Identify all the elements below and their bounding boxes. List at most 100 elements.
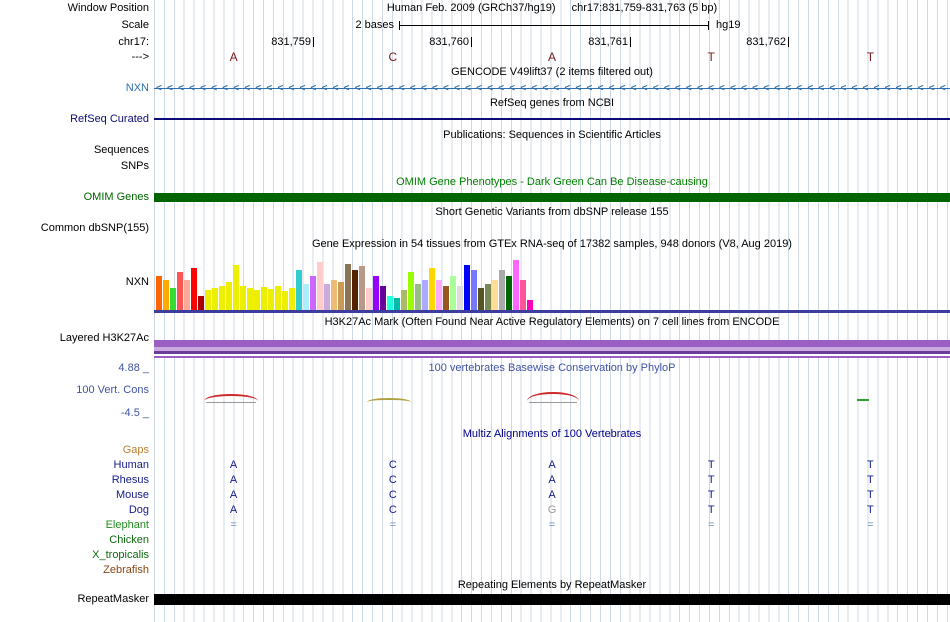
gtex-tissue-bar[interactable] [408,272,414,310]
gtex-tissue-bar[interactable] [275,286,281,310]
gtex-tissue-bar[interactable] [212,288,218,310]
gtex-tissue-bar[interactable] [464,265,470,310]
gtex-tissue-bar[interactable] [520,280,526,310]
scale-row: Scale 2 bases hg19 [0,17,950,34]
chrom-label: chr17: [118,36,149,48]
gtex-tissue-bar[interactable] [352,270,358,310]
common-dbsnp-label[interactable]: Common dbSNP(155) [40,222,149,234]
gtex-tissue-bar[interactable] [268,289,274,310]
spacer-label [0,96,154,111]
gtex-tissue-bar[interactable] [310,276,316,310]
species-label[interactable]: Human [113,459,149,471]
conservation-track-title[interactable]: 100 vertebrates Basewise Conservation by… [428,362,676,374]
gtex-tissue-bar[interactable] [254,290,260,310]
gtex-gene-label[interactable]: NXN [125,276,149,288]
gtex-tissue-bar[interactable] [513,260,519,310]
gencode-gene-label[interactable]: NXN [125,82,149,94]
gtex-tissue-bar[interactable] [331,280,337,310]
scale-value: 2 bases [355,19,394,31]
gtex-tissue-bar[interactable] [261,287,267,310]
gtex-tissue-bar[interactable] [380,286,386,310]
gtex-tissue-bar[interactable] [436,280,442,310]
gtex-tissue-bar[interactable] [457,286,463,310]
gtex-tissue-bar[interactable] [198,296,204,310]
h3k27ac-label[interactable]: Layered H3K27Ac [59,332,149,344]
publications-track-title[interactable]: Publications: Sequences in Scientific Ar… [443,129,661,141]
conservation-track[interactable] [154,376,950,425]
gtex-tissue-bar[interactable] [492,280,498,310]
species-label[interactable]: Dog [128,504,149,516]
refseq-curated-label[interactable]: RefSeq Curated [70,113,149,125]
gtex-tissue-bar[interactable] [387,296,393,310]
gtex-tissue-bar[interactable] [184,280,190,310]
omim-track[interactable] [154,190,950,205]
multiz-track-title[interactable]: Multiz Alignments of 100 Vertebrates [462,428,642,440]
gtex-tissue-bar[interactable] [359,266,365,310]
gtex-tissue-bar[interactable] [429,268,435,310]
gtex-tissue-bar[interactable] [163,280,169,310]
repeatmasker-track-title[interactable]: Repeating Elements by RepeatMasker [457,579,647,591]
conservation-track-label[interactable]: 100 Vert. Cons [76,384,149,396]
gtex-tissue-bar[interactable] [219,286,225,310]
species-label[interactable]: Mouse [115,489,149,501]
omim-genes-row: OMIM Genes [0,190,950,205]
gtex-tissue-bar[interactable] [226,282,232,310]
gencode-track[interactable]: <<<<<<<<<<<<<<<<<<<<<<<<<<<<<<<<<<<<<<<<… [154,80,950,96]
gtex-tissue-bar[interactable] [485,284,491,310]
omim-track-title[interactable]: OMIM Gene Phenotypes - Dark Green Can Be… [396,176,708,188]
gtex-tissue-bar[interactable] [191,268,197,310]
gtex-tissue-bar[interactable] [422,280,428,310]
species-label[interactable]: Rhesus [111,474,149,486]
gtex-tissue-bar[interactable] [296,270,302,310]
sequences-label[interactable]: Sequences [93,144,149,156]
gtex-tissue-bar[interactable] [317,262,323,310]
refseq-track[interactable] [154,111,950,127]
strand-direction-label[interactable]: ---> [131,51,149,63]
gtex-tissue-bar[interactable] [366,288,372,310]
gtex-tissue-bar[interactable] [506,276,512,310]
repeatmasker-track[interactable] [154,593,950,606]
gtex-tissue-bar[interactable] [394,298,400,310]
alignment-base: T [707,459,715,471]
gtex-tissue-bar[interactable] [247,288,253,310]
species-label[interactable]: Zebrafish [103,564,149,576]
gencode-track-title[interactable]: GENCODE V49lift37 (2 items filtered out) [451,66,653,78]
refseq-track-title[interactable]: RefSeq genes from NCBI [489,97,615,109]
ruler-track[interactable]: 831,759 831,760 831,761 831,762 [154,34,950,50]
species-label[interactable]: X_tropicalis [92,549,149,561]
gtex-tissue-bar[interactable] [282,291,288,310]
gtex-tissue-bar[interactable] [170,288,176,310]
repeatmasker-label[interactable]: RepeatMasker [77,593,149,605]
gtex-tissue-bar[interactable] [450,276,456,310]
h3k27ac-track-title[interactable]: H3K27Ac Mark (Often Found Near Active Re… [324,316,780,328]
gtex-tissue-bar[interactable] [240,286,246,310]
species-label[interactable]: Gaps [122,444,149,456]
snps-label[interactable]: SNPs [120,160,149,172]
gtex-tissue-bar[interactable] [401,290,407,310]
gtex-track[interactable] [154,252,950,314]
gtex-tissue-bar[interactable] [205,290,211,310]
gtex-tissue-bar[interactable] [478,288,484,310]
gtex-tissue-bar[interactable] [443,286,449,310]
gtex-tissue-bar[interactable] [338,282,344,310]
dbsnp-track-title[interactable]: Short Genetic Variants from dbSNP releas… [435,206,669,218]
gtex-track-title[interactable]: Gene Expression in 54 tissues from GTEx … [312,238,792,250]
species-label[interactable]: Chicken [109,534,149,546]
alignment-base [472,563,631,578]
gtex-tissue-bar[interactable] [415,284,421,310]
gtex-tissue-bar[interactable] [527,300,533,310]
omim-genes-label[interactable]: OMIM Genes [83,191,149,203]
gtex-tissue-bar[interactable] [373,276,379,310]
gtex-tissue-bar[interactable] [345,264,351,310]
gtex-tissue-bar[interactable] [156,276,162,310]
gtex-tissue-bar[interactable] [233,265,239,310]
species-label[interactable]: Elephant [105,519,149,531]
gtex-tissue-bar[interactable] [289,288,295,310]
gtex-tissue-bar[interactable] [471,270,477,310]
gtex-tissue-bar[interactable] [324,284,330,310]
gtex-tissue-bar[interactable] [303,284,309,310]
gencode-gene-row: NXN <<<<<<<<<<<<<<<<<<<<<<<<<<<<<<<<<<<<… [0,80,950,96]
gtex-tissue-bar[interactable] [177,272,183,310]
gtex-tissue-bar[interactable] [499,270,505,310]
h3k27ac-track[interactable] [154,330,950,360]
